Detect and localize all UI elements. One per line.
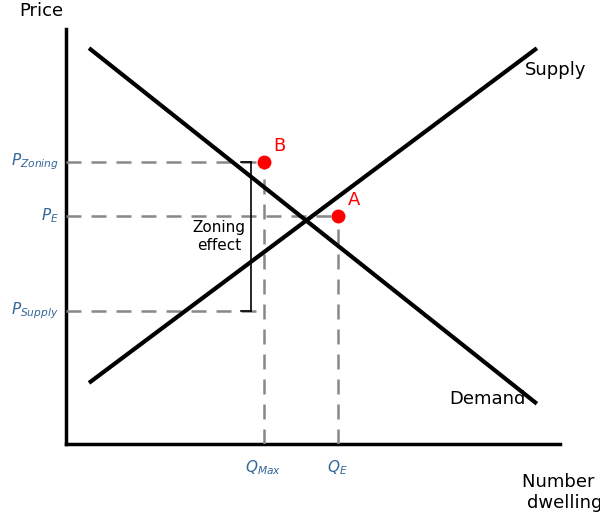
Text: Supply: Supply [526,61,587,79]
X-axis label: Number of
dwellings: Number of dwellings [522,473,600,512]
Text: Demand: Demand [449,390,526,408]
Text: $Q_E$: $Q_E$ [327,458,348,477]
Text: A: A [347,191,360,209]
Y-axis label: Price: Price [19,2,64,20]
Text: B: B [274,137,286,156]
Text: $Q_{Max}$: $Q_{Max}$ [245,458,281,477]
Text: $P_{Zoning}$: $P_{Zoning}$ [11,151,59,172]
Text: $P_{Supply}$: $P_{Supply}$ [11,301,59,322]
Text: $P_E$: $P_E$ [41,206,59,225]
Text: Zoning
effect: Zoning effect [193,220,245,253]
